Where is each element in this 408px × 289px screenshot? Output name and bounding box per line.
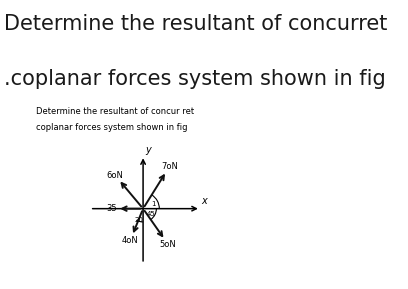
- Text: 1: 1: [151, 201, 156, 207]
- Text: 4oN: 4oN: [122, 236, 138, 245]
- Text: x: x: [202, 196, 207, 206]
- Text: 6oN: 6oN: [106, 171, 124, 180]
- Text: coplanar forces system shown in fig: coplanar forces system shown in fig: [36, 123, 188, 132]
- Text: 35: 35: [107, 204, 118, 213]
- Text: Determine the resultant of concurret: Determine the resultant of concurret: [4, 14, 388, 34]
- Text: y: y: [145, 145, 151, 155]
- Text: Determine the resultant of concur ret: Determine the resultant of concur ret: [36, 107, 194, 116]
- Text: 7oN: 7oN: [161, 162, 178, 171]
- Text: 20: 20: [134, 217, 143, 223]
- Text: .coplanar forces system shown in fig: .coplanar forces system shown in fig: [4, 69, 386, 89]
- Text: 45: 45: [147, 211, 155, 217]
- Text: 5oN: 5oN: [160, 240, 176, 249]
